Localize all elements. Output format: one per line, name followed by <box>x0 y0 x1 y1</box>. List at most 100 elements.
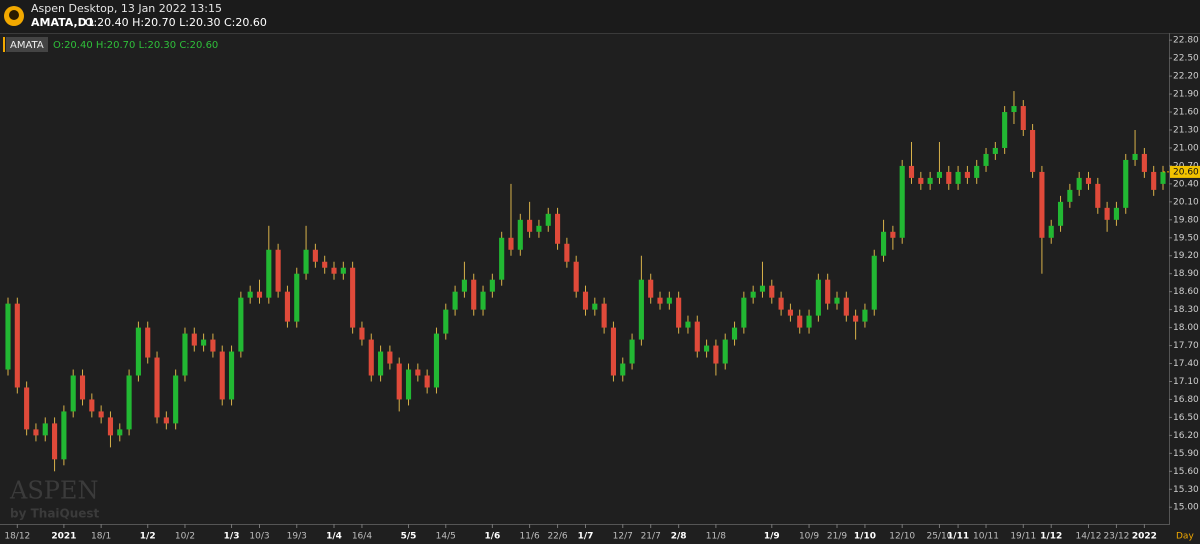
candle-body <box>1002 112 1008 148</box>
candle-body <box>405 369 412 400</box>
last-price-label: 20.60 <box>1173 167 1199 177</box>
candle-body <box>145 327 151 358</box>
y-tick-label: 16.20 <box>1173 431 1199 441</box>
candle-body <box>173 375 179 424</box>
candle-body <box>815 279 821 316</box>
last-price-tag <box>1170 165 1200 178</box>
candle-body <box>778 297 784 310</box>
candle-body <box>79 375 86 400</box>
legend-symbol-box <box>6 37 48 52</box>
candle-body <box>1123 159 1129 208</box>
candle-body <box>750 291 756 298</box>
y-tick-label: 22.20 <box>1173 72 1199 82</box>
y-tick-label: 21.30 <box>1173 126 1199 136</box>
candle-body <box>657 297 663 304</box>
candle-body <box>378 351 384 376</box>
candle-body <box>731 327 738 340</box>
candle-body <box>238 297 244 352</box>
candle-body <box>974 165 980 178</box>
candle-body <box>983 153 989 166</box>
candle-body <box>806 315 812 328</box>
app-logo-inner <box>9 10 19 20</box>
candle-body <box>24 387 30 430</box>
candle-body <box>825 279 831 304</box>
y-tick-label: 19.20 <box>1173 251 1199 261</box>
candle-body <box>797 315 803 328</box>
candle-body <box>871 255 877 310</box>
candle-body <box>424 375 430 388</box>
candle-body <box>256 291 263 298</box>
candle-body <box>1039 171 1045 238</box>
candle-body <box>573 261 579 292</box>
candle-body <box>694 321 700 352</box>
candle-body <box>294 273 300 322</box>
candle-body <box>163 417 169 424</box>
candle-body <box>620 363 626 376</box>
candle-body <box>862 309 868 322</box>
candle-body <box>117 429 123 436</box>
candle-body <box>881 231 887 256</box>
x-tick-label: 22/6 <box>547 532 567 542</box>
candle-body <box>1085 177 1092 184</box>
x-tick-label: 18/12 <box>4 532 30 542</box>
x-tick-label: 12/10 <box>889 532 915 542</box>
x-tick-label: 1/12 <box>1040 532 1062 542</box>
y-tick-label: 22.50 <box>1173 54 1199 64</box>
y-tick-label: 17.10 <box>1173 377 1199 387</box>
candle-body <box>1160 171 1166 184</box>
candle-body <box>61 411 67 460</box>
candle-body <box>1151 171 1157 190</box>
watermark: ASPEN <box>9 477 98 505</box>
candle-body <box>610 327 617 376</box>
candle-body <box>182 333 188 376</box>
candle-body <box>433 333 440 388</box>
y-tick-label: 20.40 <box>1173 179 1199 189</box>
candle-body <box>899 165 905 238</box>
candle-body <box>601 303 607 328</box>
candle-body <box>685 321 691 328</box>
x-tick-label: 10/9 <box>799 532 819 542</box>
y-tick-label: 16.50 <box>1173 413 1199 423</box>
candle-body <box>1104 207 1110 220</box>
candle-body <box>759 285 766 292</box>
x-tick-label: 11/8 <box>706 532 726 542</box>
x-tick-label: 12/7 <box>613 532 633 542</box>
legend-ohlc: O:20.40 H:20.70 L:20.30 C:20.60 <box>53 40 218 51</box>
candle-body <box>508 237 514 250</box>
candle-body <box>769 285 775 298</box>
y-tick-label: 17.40 <box>1173 359 1199 369</box>
candle-body <box>247 291 253 298</box>
x-tick-label: 11/6 <box>520 532 540 542</box>
x-tick-label: 25/10 <box>926 532 952 542</box>
candle-body <box>648 279 654 298</box>
candle-body <box>331 267 337 274</box>
x-tick-label: 21/9 <box>827 532 847 542</box>
candle-body <box>340 267 346 274</box>
x-tick-label: 14/5 <box>436 532 456 542</box>
candle-body <box>98 411 104 418</box>
candle-body <box>843 297 849 316</box>
candle-body <box>517 219 523 250</box>
candle-body <box>52 423 58 460</box>
x-tick-label: 16/4 <box>352 532 372 542</box>
candle-body <box>592 303 598 310</box>
x-tick-label: 1/11 <box>947 532 969 542</box>
x-tick-label: 18/1 <box>91 532 111 542</box>
candle-body <box>964 171 970 178</box>
watermark-sub: by ThaiQuest <box>10 507 100 521</box>
y-tick-label: 17.70 <box>1173 341 1199 351</box>
x-tick-label: 1/4 <box>326 532 342 542</box>
symbol-line: AMATA,D1 <box>31 16 94 29</box>
candle-body <box>284 291 290 322</box>
candle-body <box>350 267 356 328</box>
x-tick-label: 2/8 <box>671 532 687 542</box>
candle-body <box>666 297 672 304</box>
y-tick-label: 18.60 <box>1173 287 1199 297</box>
x-tick-label: 1/2 <box>140 532 156 542</box>
candle-body <box>1048 225 1054 238</box>
candle-body <box>471 279 477 310</box>
candle-body <box>536 225 542 232</box>
candle-body <box>489 279 495 292</box>
candle-body <box>545 213 551 226</box>
candle-body <box>741 297 747 328</box>
